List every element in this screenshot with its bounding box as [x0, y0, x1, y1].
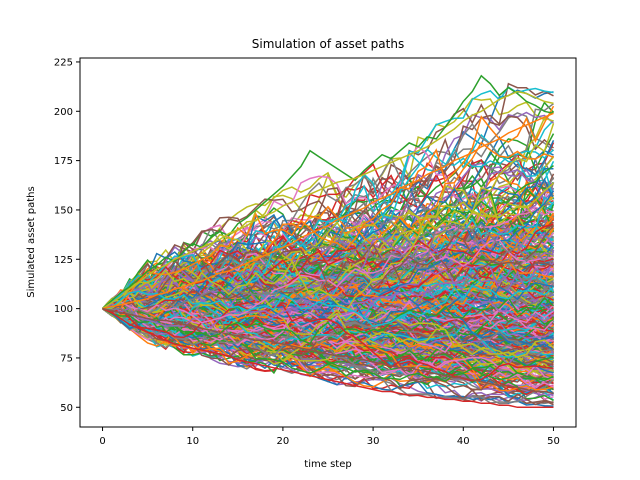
ticks-layer: 0 10 20 30 40 50 50 75 100 125 150 175 200 225	[54, 57, 560, 447]
series-line	[102, 196, 554, 314]
series-line	[102, 164, 554, 310]
series-line	[102, 239, 554, 324]
y-axis-label: Simulated asset paths	[26, 186, 37, 297]
series-line	[102, 307, 554, 391]
x-tick-label: 50	[547, 436, 560, 447]
series-line	[102, 283, 554, 358]
series-line	[101, 271, 554, 340]
series-line	[102, 282, 554, 329]
series-line	[102, 86, 554, 310]
series-line	[102, 304, 554, 357]
series-line-highlight	[102, 90, 554, 310]
series-line	[102, 123, 555, 313]
y-tick-label: 175	[54, 156, 73, 167]
x-tick-label: 30	[367, 436, 380, 447]
plot-frame	[79, 57, 577, 428]
series-line	[102, 232, 555, 320]
series-line-highlight	[102, 307, 554, 395]
x-tick-label: 0	[99, 436, 105, 447]
series-line	[102, 223, 555, 315]
series-line	[102, 234, 554, 312]
y-tick-label: 75	[60, 353, 73, 364]
series-line	[101, 298, 554, 358]
y-tick-label: 225	[54, 57, 73, 68]
chart-title: Simulation of asset paths	[252, 37, 404, 51]
paths-layer	[101, 74, 555, 409]
series-line	[102, 303, 554, 382]
y-tick-label: 200	[54, 107, 73, 118]
y-tick-label: 100	[54, 304, 73, 315]
series-line	[102, 290, 554, 346]
series-line-highlight	[102, 112, 554, 310]
series-line	[102, 294, 554, 362]
series-line	[102, 284, 554, 328]
series-line	[102, 122, 555, 325]
x-axis-label: time step	[304, 459, 351, 470]
y-tick-label: 50	[60, 403, 73, 414]
y-tick-label: 150	[54, 205, 73, 216]
series-line	[102, 301, 554, 380]
series-line	[102, 82, 554, 312]
x-tick-label: 10	[186, 436, 199, 447]
y-tick-label: 125	[54, 255, 73, 266]
x-tick-label: 40	[457, 436, 470, 447]
series-line	[102, 307, 554, 392]
series-line	[102, 296, 554, 345]
x-tick-label: 20	[277, 436, 290, 447]
series-line-highlight	[102, 307, 554, 409]
series-line	[102, 234, 554, 312]
series-line	[102, 105, 555, 311]
